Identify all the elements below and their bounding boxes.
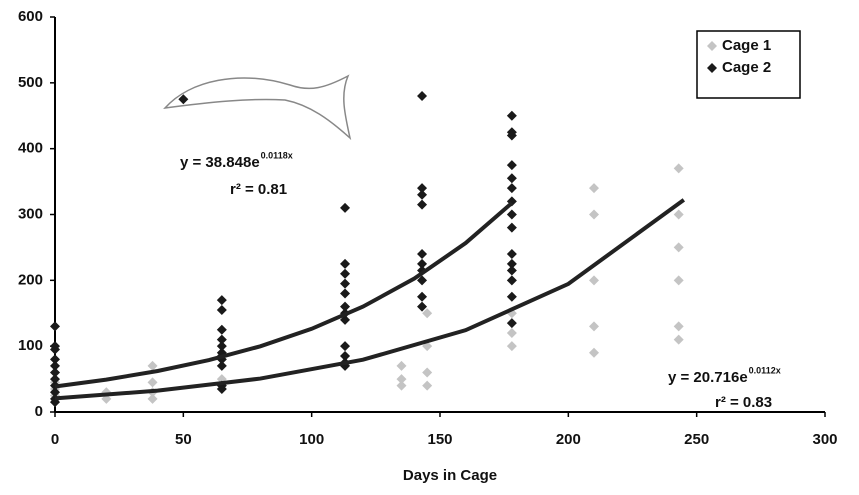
point [589, 209, 599, 220]
point [506, 328, 517, 338]
legend-marker [707, 63, 717, 73]
point [216, 334, 227, 345]
point [673, 242, 684, 253]
point [340, 258, 351, 269]
point [216, 341, 227, 352]
point [396, 380, 407, 391]
point [216, 304, 227, 315]
point [417, 291, 428, 302]
point [216, 383, 227, 394]
r-squared: r² = 0.81 [230, 181, 287, 198]
point [506, 130, 517, 141]
x-tick-label: 150 [427, 431, 452, 448]
point [422, 367, 433, 378]
y-tick-label: 500 [18, 74, 43, 91]
y-tick-label: 400 [18, 140, 43, 157]
point [506, 209, 517, 220]
legend-label: Cage 2 [722, 59, 771, 76]
x-tick-label: 250 [684, 431, 709, 448]
point [417, 258, 428, 269]
point [340, 341, 351, 352]
point [506, 275, 517, 286]
point [147, 393, 158, 404]
point [396, 360, 407, 371]
fish-illustration [163, 74, 352, 141]
point [506, 258, 517, 269]
point [506, 110, 517, 121]
point [673, 275, 684, 286]
point [417, 249, 428, 259]
y-tick-label: 600 [18, 8, 43, 25]
point [340, 301, 351, 312]
point [396, 374, 407, 385]
point [589, 183, 599, 194]
point [417, 301, 428, 312]
point [506, 291, 517, 302]
equation: y = 38.848e [180, 154, 260, 171]
point [422, 380, 433, 391]
point [50, 354, 60, 365]
point [673, 163, 684, 174]
x-tick-label: 200 [556, 431, 581, 448]
equation-exponent: 0.0118x [261, 150, 293, 160]
point [506, 249, 517, 259]
trendline [54, 201, 514, 389]
point [589, 275, 599, 286]
y-tick-label: 200 [18, 271, 43, 288]
point [216, 295, 227, 306]
point [506, 183, 517, 194]
point [417, 189, 428, 200]
trendline [54, 198, 686, 401]
point [50, 321, 60, 332]
point [506, 160, 517, 171]
point [50, 344, 60, 355]
point [50, 374, 60, 385]
point [417, 275, 428, 286]
point [50, 387, 60, 398]
point [340, 351, 351, 362]
equation: y = 20.716e [668, 369, 748, 386]
point [673, 334, 684, 345]
x-tick-label: 300 [812, 431, 837, 448]
x-tick-label: 0 [51, 431, 59, 448]
r-squared: r² = 0.83 [715, 394, 772, 411]
point [50, 367, 60, 378]
point [50, 360, 60, 371]
x-axis-label: Days in Cage [403, 467, 497, 484]
point [417, 199, 428, 210]
point [417, 183, 428, 194]
point [589, 321, 599, 332]
point [422, 308, 433, 319]
y-tick-label: 300 [18, 205, 43, 222]
point [340, 202, 351, 213]
point [216, 360, 227, 371]
x-tick-label: 100 [299, 431, 324, 448]
legend-label: Cage 1 [722, 37, 771, 54]
y-tick-label: 0 [35, 403, 43, 420]
legend-box [696, 30, 801, 99]
point [589, 347, 599, 358]
y-tick-label: 100 [18, 337, 43, 354]
point [340, 288, 351, 299]
point [340, 268, 351, 279]
x-tick-label: 50 [175, 431, 192, 448]
equation-exponent: 0.0112x [749, 365, 781, 375]
point [147, 377, 158, 388]
point [216, 324, 227, 335]
point [506, 222, 517, 233]
legend-marker [707, 41, 717, 51]
point [417, 91, 428, 101]
point [673, 209, 684, 220]
point [178, 94, 189, 105]
point [506, 341, 517, 352]
point [506, 318, 517, 329]
point [340, 278, 351, 289]
point [673, 321, 684, 332]
point [506, 173, 517, 184]
point [506, 265, 517, 276]
point [147, 360, 158, 371]
